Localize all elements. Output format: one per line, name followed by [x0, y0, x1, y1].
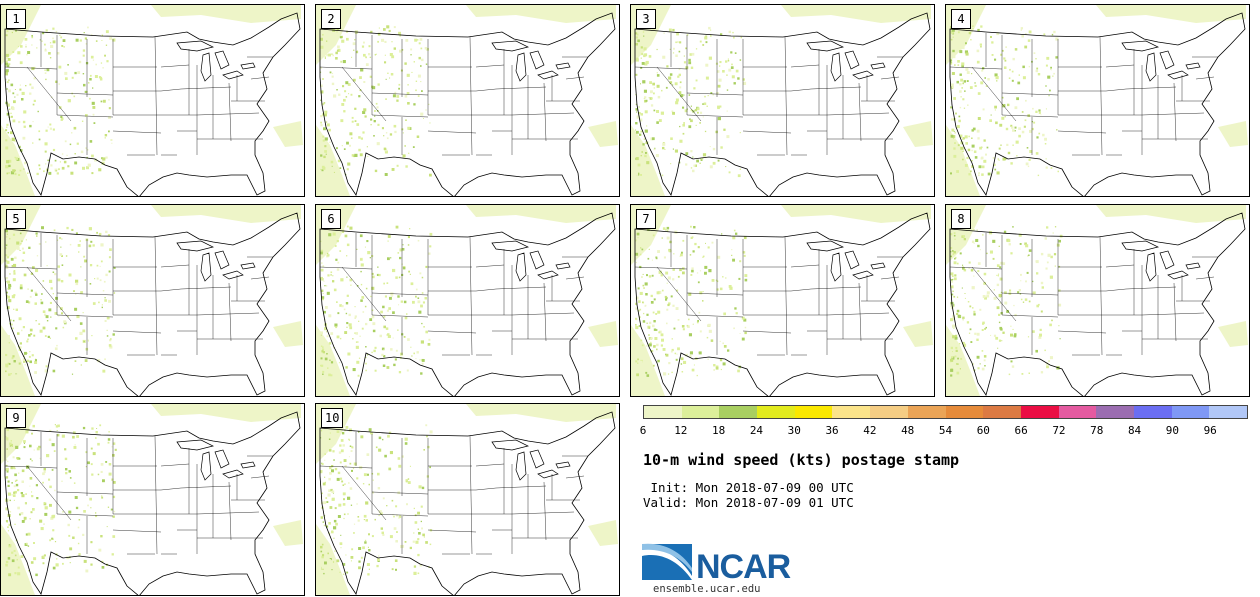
member-panel-10: 10 [315, 403, 620, 596]
wind-speckles [950, 25, 1059, 177]
colorbar-segment [870, 406, 908, 418]
conus-map [316, 205, 618, 396]
colorbar-segment [757, 406, 795, 418]
conus-map [1, 404, 303, 595]
wind-speckles [320, 25, 432, 177]
member-label: 3 [636, 9, 656, 29]
colorbar-tick-label: 30 [787, 424, 801, 437]
member-label: 5 [6, 209, 26, 229]
colorbar-segment [907, 406, 946, 418]
colorbar-tick-label: 36 [825, 424, 839, 437]
colorbar-tick-labels: 6 12 18 24 30 36 42 48 54 60 66 72 78 84 90 96 [639, 424, 1248, 438]
conus-map [316, 5, 618, 196]
colorbar-segment [794, 406, 833, 418]
member-panel-8: 8 [945, 204, 1250, 397]
colorbar-tick-label: 42 [863, 424, 877, 437]
member-label: 6 [321, 209, 341, 229]
member-panel-6: 6 [315, 204, 620, 397]
colorbar-tick-label: 78 [1090, 424, 1104, 437]
wind-speckles [320, 424, 433, 576]
conus-map [316, 404, 618, 595]
member-label: 10 [321, 408, 344, 428]
wind-speckles [5, 26, 116, 176]
member-panel-1: 1 [0, 4, 305, 197]
member-label: 8 [951, 209, 971, 229]
colorbar-tick-label: 12 [674, 424, 688, 437]
member-label: 9 [6, 408, 26, 428]
colorbar-segment [945, 406, 984, 418]
conus-map [946, 5, 1248, 196]
conus-map [1, 5, 303, 196]
member-label: 2 [321, 9, 341, 29]
member-panel-4: 4 [945, 4, 1250, 197]
colorbar-segment [681, 406, 720, 418]
wind-speckles [5, 424, 117, 577]
colorbar-segment [1058, 406, 1097, 418]
colorbar-tick-label: 96 [1203, 424, 1217, 437]
ncar-url: ensemble.ucar.edu [653, 583, 761, 595]
conus-map [631, 205, 933, 396]
conus-map [631, 5, 933, 196]
colorbar-tick-label: 66 [1014, 424, 1028, 437]
wind-speed-colorbar [643, 405, 1248, 419]
conus-map [1, 205, 303, 396]
member-panel-2: 2 [315, 4, 620, 197]
ncar-logo: NCAR [642, 543, 792, 584]
colorbar-tick-label: 6 [639, 424, 647, 437]
colorbar-segment [1171, 406, 1210, 418]
plot-title: 10-m wind speed (kts) postage stamp [643, 451, 960, 469]
colorbar-segment [1209, 406, 1247, 418]
member-panel-5: 5 [0, 204, 305, 397]
member-panel-9: 9 [0, 403, 305, 596]
init-time: Init: Mon 2018-07-09 00 UTC [643, 480, 854, 495]
member-label: 7 [636, 209, 656, 229]
wind-speckles [320, 225, 433, 377]
wind-speckles [635, 225, 748, 377]
member-panel-3: 3 [630, 4, 935, 197]
colorbar-tick-label: 18 [712, 424, 726, 437]
member-label: 4 [951, 9, 971, 29]
colorbar-tick-label: 84 [1127, 424, 1142, 437]
colorbar-segment [1096, 406, 1134, 418]
colorbar-segment [719, 406, 758, 418]
ncar-logo-text: NCAR [696, 548, 791, 584]
colorbar-tick-label: 24 [749, 424, 764, 437]
wind-speckles [635, 26, 747, 178]
colorbar-tick-label: 72 [1052, 424, 1066, 437]
colorbar-tick-label: 48 [901, 424, 915, 437]
colorbar-segment [1133, 406, 1172, 418]
colorbar-segment [832, 406, 871, 418]
colorbar-segment [983, 406, 1021, 418]
valid-time: Valid: Mon 2018-07-09 01 UTC [643, 495, 854, 510]
wind-speckles [5, 226, 116, 377]
colorbar-segment [1020, 406, 1059, 418]
conus-map [946, 205, 1248, 396]
colorbar-tick-label: 54 [938, 424, 953, 437]
member-panel-7: 7 [630, 204, 935, 397]
wind-speckles [950, 226, 1063, 378]
member-label: 1 [6, 9, 26, 29]
colorbar-tick-label: 60 [976, 424, 990, 437]
colorbar-tick-label: 90 [1165, 424, 1179, 437]
colorbar-segment [644, 406, 682, 418]
